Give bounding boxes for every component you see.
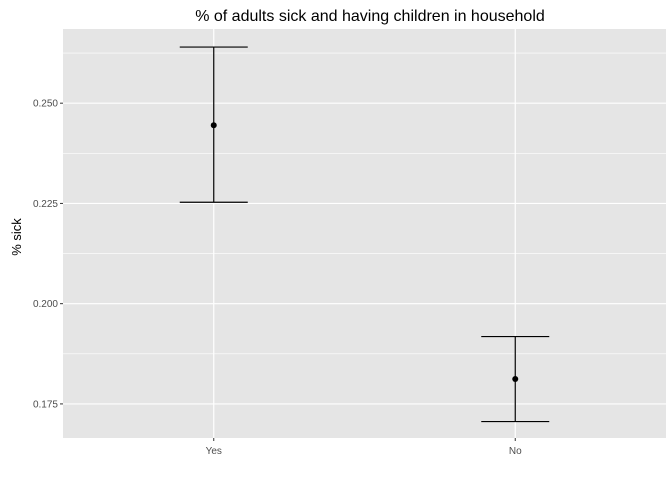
- minor-gridlines: [63, 52, 666, 355]
- data-point-yes: [210, 122, 217, 129]
- y-axis-label: % sick: [9, 218, 24, 256]
- y-tick-label: 0.200: [33, 299, 58, 310]
- chart-title: % of adults sick and having children in …: [195, 8, 545, 25]
- y-tick-label: 0.225: [33, 199, 58, 210]
- x-tick-label: No: [509, 446, 522, 457]
- y-tick-label: 0.175: [33, 399, 58, 410]
- x-tick-label: Yes: [206, 446, 222, 457]
- data-point-no: [512, 376, 519, 383]
- x-axis-ticks: Yes No: [206, 438, 522, 457]
- error-bar-marks: [179, 46, 550, 423]
- y-axis-ticks: 0.175 0.200 0.225 0.250: [33, 99, 63, 410]
- y-tick-label: 0.250: [33, 99, 58, 110]
- plot-panel: [63, 29, 666, 438]
